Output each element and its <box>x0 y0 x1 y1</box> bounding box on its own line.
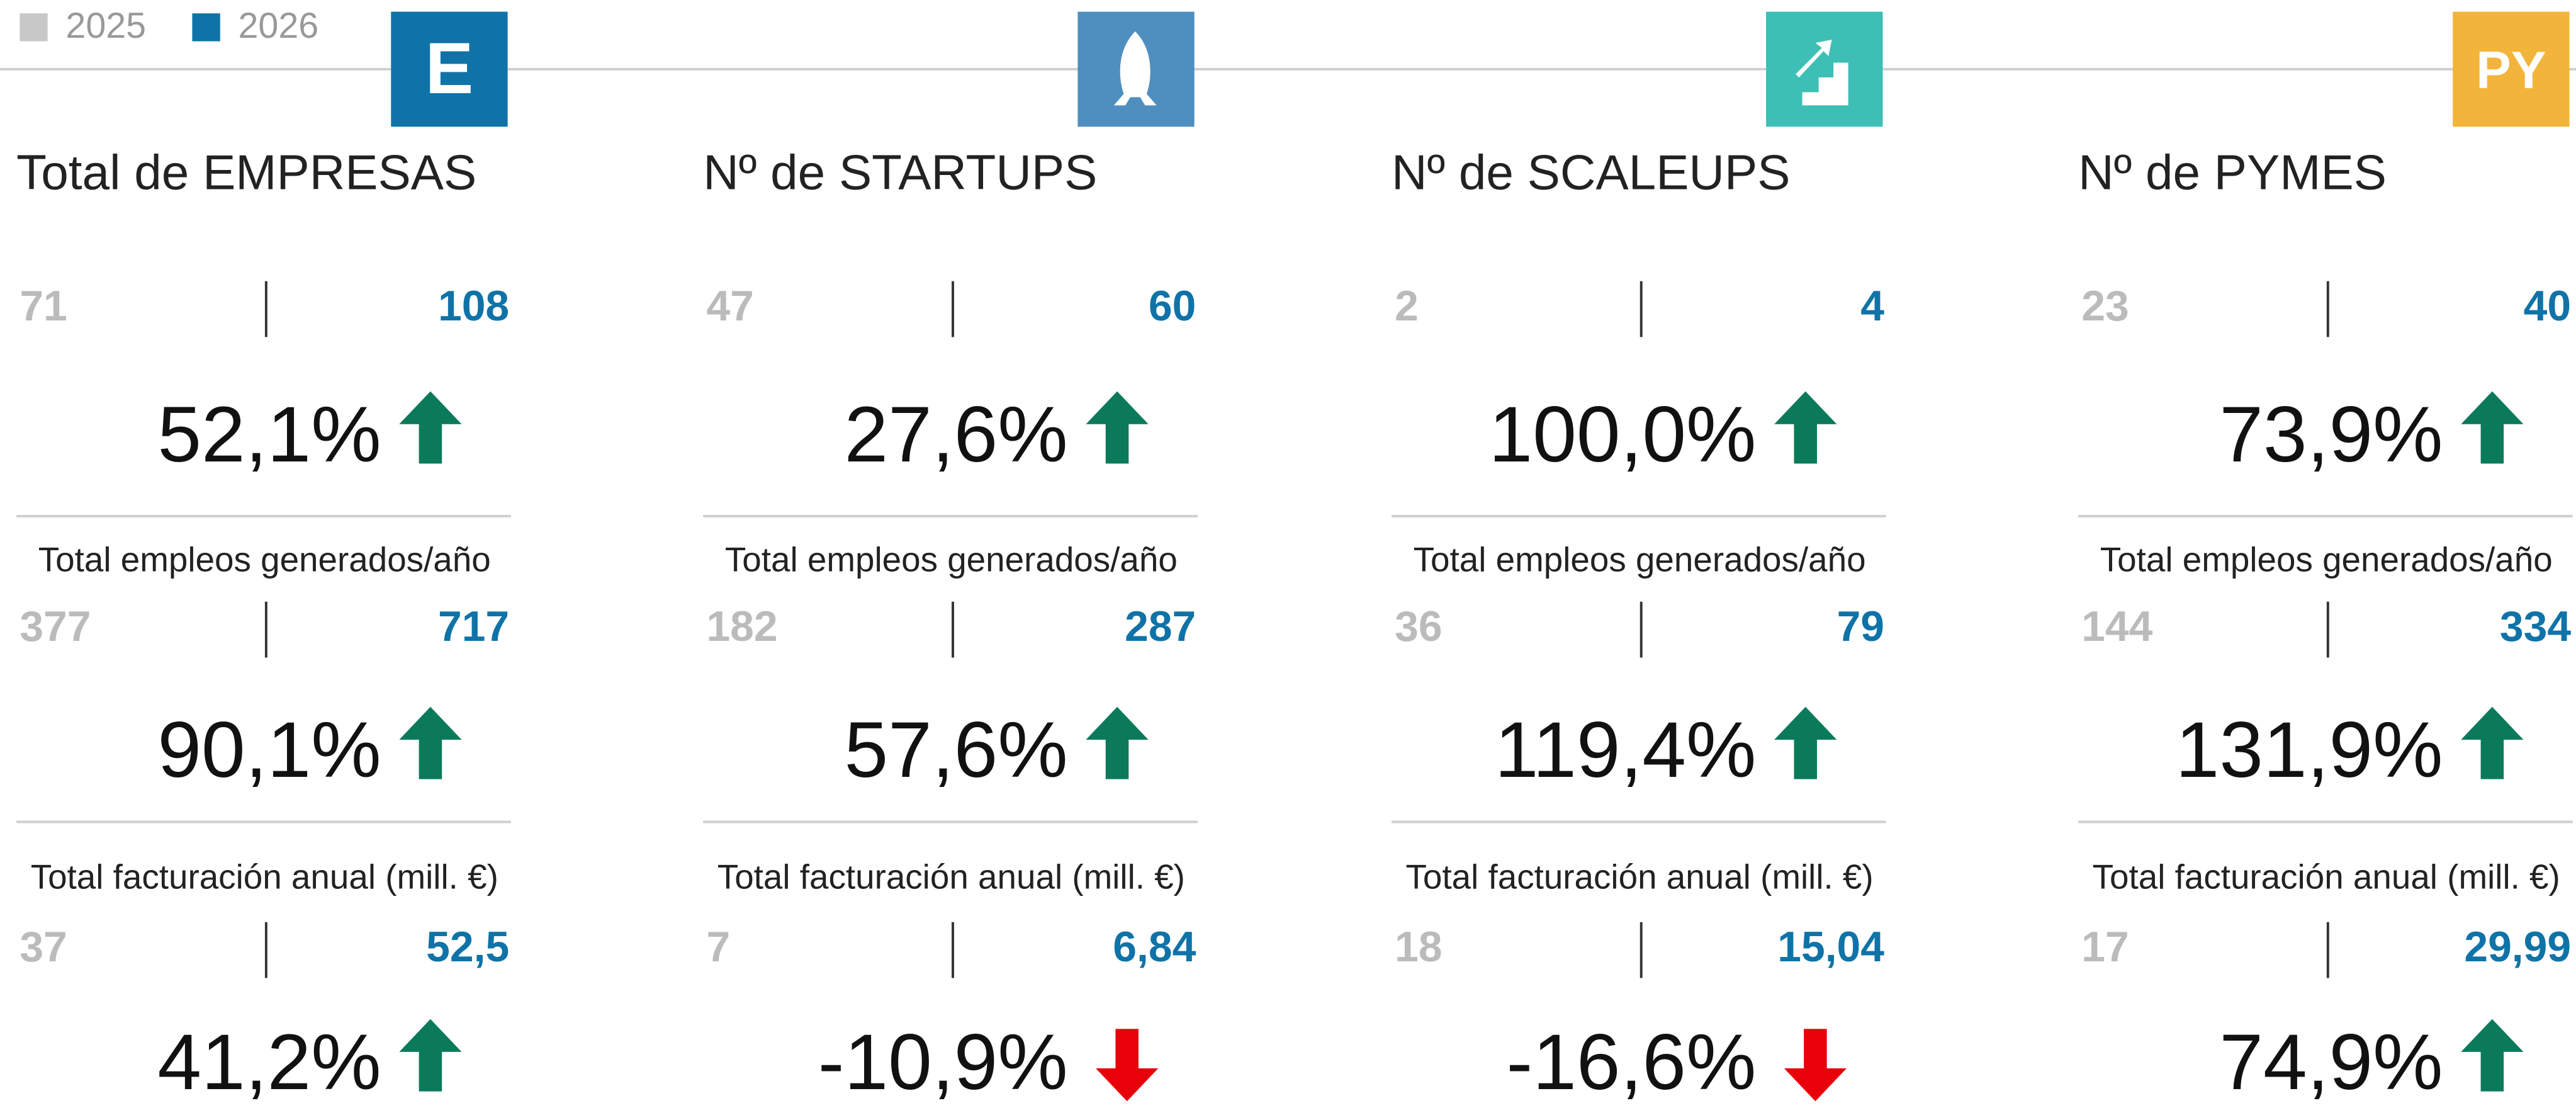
card-title: Total de EMPRESAS <box>16 144 476 200</box>
value-2025: 7 <box>706 924 730 971</box>
change-percent: 119,4% <box>1495 706 1757 794</box>
value-2025: 36 <box>1395 603 1442 650</box>
icon-text: PY <box>2476 40 2546 99</box>
metric-label: Total facturación anual (mill. €) <box>717 857 1185 896</box>
legend-label: 2025 <box>65 6 146 46</box>
arrow-up <box>399 391 462 464</box>
change-percent: 57,6% <box>844 706 1067 794</box>
metric-label: Total empleos generados/año <box>1414 540 1866 579</box>
arrow-down <box>1784 1029 1847 1102</box>
change-percent: 52,1% <box>157 390 381 478</box>
value-2025: 182 <box>706 603 777 650</box>
icon-box <box>2453 11 2570 127</box>
value-2025: 71 <box>20 283 67 330</box>
arrow-up <box>1774 391 1837 464</box>
metric-label: Total empleos generados/año <box>38 540 491 579</box>
change-percent: 90,1% <box>157 706 381 794</box>
metric-label: Total empleos generados/año <box>725 540 1178 579</box>
value-2025: 18 <box>1395 924 1442 971</box>
arrow-up <box>399 706 462 779</box>
change-percent: 27,6% <box>844 390 1067 478</box>
metric-label: Total facturación anual (mill. €) <box>1406 857 1874 896</box>
value-2026: 108 <box>438 283 509 330</box>
arrow-up <box>1086 706 1149 779</box>
metric-label: Total facturación anual (mill. €) <box>31 857 498 896</box>
change-percent: 100,0% <box>1489 390 1757 478</box>
change-percent: 74,9% <box>2219 1018 2443 1106</box>
value-2025: 47 <box>706 283 753 330</box>
metric-label: Total empleos generados/año <box>2100 540 2553 579</box>
arrow-down <box>1096 1029 1159 1102</box>
rocket-icon <box>1113 31 1157 106</box>
arrow-up <box>2461 391 2524 464</box>
legend-label: 2026 <box>238 6 318 46</box>
value-2026: 287 <box>1125 603 1196 650</box>
change-percent: -10,9% <box>818 1018 1068 1106</box>
icon-box <box>391 11 508 127</box>
value-2026: 4 <box>1860 283 1884 330</box>
card-title: Nº de STARTUPS <box>703 144 1097 200</box>
arrow-up <box>1086 391 1149 464</box>
stairs-icon <box>1796 39 1848 106</box>
value-2026: 29,99 <box>2464 924 2571 971</box>
value-2026: 52,5 <box>426 924 509 971</box>
value-2025: 377 <box>20 603 91 650</box>
card-title: Nº de SCALEUPS <box>1392 144 1791 200</box>
change-percent: -16,6% <box>1506 1018 1756 1106</box>
value-2025: 23 <box>2081 283 2129 330</box>
metric-label: Total facturación anual (mill. €) <box>2093 857 2560 896</box>
legend-swatch <box>20 13 48 42</box>
arrow-up <box>399 1019 462 1092</box>
value-2026: 40 <box>2524 283 2571 330</box>
legend-swatch <box>192 13 220 42</box>
value-2025: 17 <box>2081 924 2129 971</box>
arrow-up <box>1774 706 1837 779</box>
value-2026: 6,84 <box>1113 924 1196 971</box>
value-2025: 37 <box>20 924 67 971</box>
icon-box <box>1766 11 1883 127</box>
value-2026: 15,04 <box>1777 924 1884 971</box>
card-title: Nº de PYMES <box>2078 144 2387 200</box>
change-percent: 73,9% <box>2219 390 2443 478</box>
value-2026: 717 <box>438 603 509 650</box>
arrow-up <box>2461 706 2524 779</box>
change-percent: 41,2% <box>157 1018 381 1106</box>
value-2025: 144 <box>2081 603 2152 650</box>
value-2025: 2 <box>1395 283 1419 330</box>
value-2026: 60 <box>1149 283 1196 330</box>
icon-text: E <box>425 28 474 109</box>
arrow-up <box>2461 1019 2524 1092</box>
value-2026: 79 <box>1837 603 1884 650</box>
value-2026: 334 <box>2500 603 2571 650</box>
change-percent: 131,9% <box>2176 706 2443 794</box>
